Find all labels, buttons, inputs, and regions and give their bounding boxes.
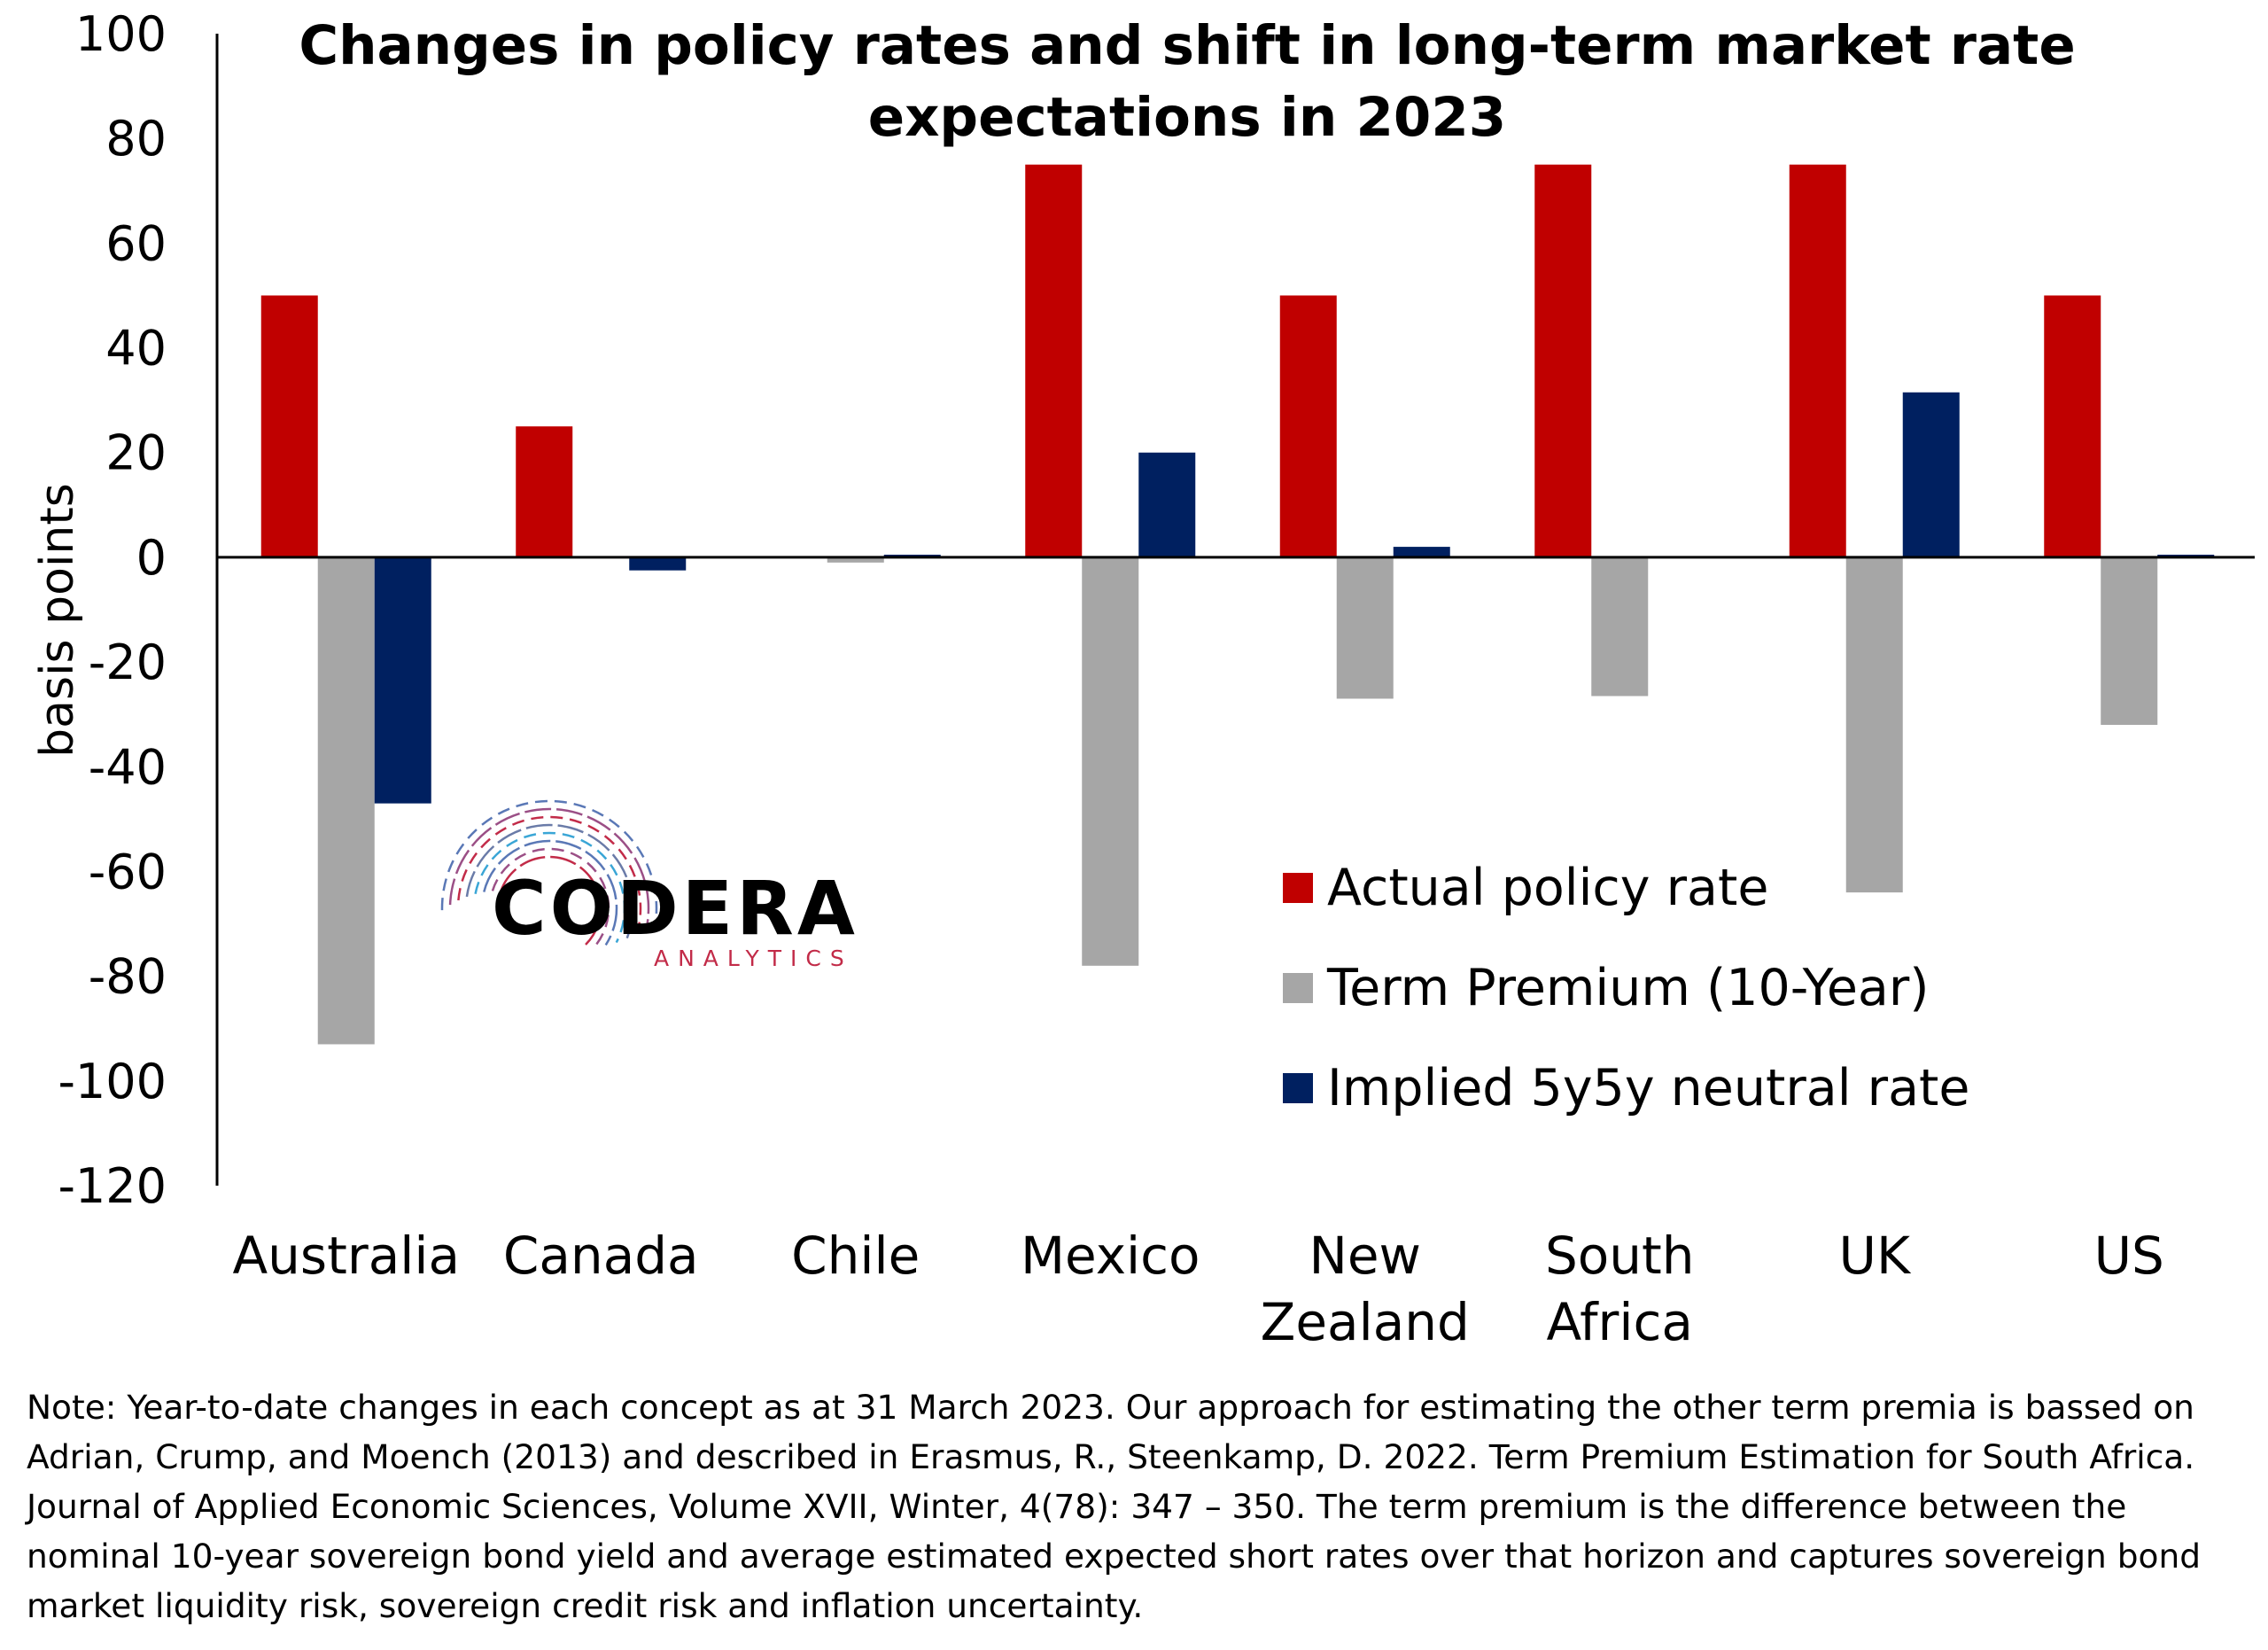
y-tick-label: 100 — [75, 6, 167, 62]
codera-logo-mark — [440, 799, 658, 946]
y-tick-label: -80 — [89, 949, 167, 1005]
bar-actual-policy-rate-canada — [516, 426, 573, 557]
legend-entry: Term Premium (10-Year) — [1326, 959, 1930, 1017]
bar-term-premium-10-year--new-zealand — [1336, 556, 1394, 699]
y-tick-label: -120 — [58, 1158, 167, 1214]
legend-entry: Implied 5y5y neutral rate — [1327, 1059, 1969, 1117]
logo-arc — [474, 831, 626, 944]
x-category-label: Chile — [791, 1226, 920, 1286]
bar-term-premium-10-year--us — [2101, 556, 2158, 725]
bar-actual-policy-rate-australia — [260, 295, 318, 557]
legend-swatch — [1283, 973, 1313, 1003]
y-tick-label: 0 — [136, 530, 167, 586]
y-tick-label: 20 — [105, 425, 167, 481]
bar-term-premium-10-year--chile — [827, 556, 884, 563]
logo-arc — [491, 847, 610, 946]
bar-implied-5y5y-neutral-rate-uk — [1902, 392, 1960, 557]
x-category-label: Australia — [232, 1226, 460, 1286]
x-category-label: New Zealand — [1261, 1226, 1470, 1352]
logo-subtitle: ANALYTICS — [654, 946, 853, 971]
logo-name: CODERA — [492, 865, 858, 952]
legend-swatch — [1283, 873, 1313, 903]
chart-title-line2: expectations in 2023 — [868, 86, 1507, 149]
y-tick-label: -20 — [89, 634, 167, 690]
bar-actual-policy-rate-south-africa — [1534, 164, 1592, 557]
y-tick-label: 60 — [105, 215, 167, 271]
x-category-label: South Africa — [1545, 1226, 1695, 1352]
y-tick-label: -100 — [58, 1054, 167, 1109]
y-tick-label: 40 — [105, 321, 167, 377]
bar-term-premium-10-year--south-africa — [1591, 556, 1649, 697]
codera-logo: CODERA ANALYTICS — [440, 799, 858, 971]
chart: Changes in policy rates and shift in lon… — [31, 6, 2255, 1352]
logo-arc — [457, 815, 642, 932]
logo-arc — [465, 823, 634, 939]
y-axis-label: basis points — [31, 483, 84, 758]
bar-term-premium-10-year--uk — [1845, 556, 1903, 893]
x-category-label: UK — [1839, 1226, 1912, 1286]
y-tick-label: -60 — [89, 844, 167, 899]
x-category-label: Mexico — [1021, 1226, 1200, 1286]
logo-arc — [483, 839, 618, 946]
legend-entry: Actual policy rate — [1327, 859, 1768, 917]
y-tick-label: 80 — [105, 111, 167, 167]
bar-implied-5y5y-neutral-rate-new-zealand — [1393, 547, 1450, 557]
bar-term-premium-10-year--australia — [317, 556, 375, 1045]
x-category-label: US — [2094, 1226, 2164, 1286]
logo-arc — [448, 807, 650, 924]
y-tick-label: -40 — [89, 739, 167, 795]
legend-swatch — [1283, 1073, 1313, 1103]
bar-actual-policy-rate-us — [2044, 295, 2101, 557]
chart-title-line1: Changes in policy rates and shift in lon… — [299, 14, 2075, 77]
bar-actual-policy-rate-mexico — [1025, 164, 1083, 557]
bar-actual-policy-rate-uk — [1789, 164, 1846, 557]
bar-implied-5y5y-neutral-rate-canada — [629, 556, 687, 571]
bar-implied-5y5y-neutral-rate-australia — [374, 556, 431, 804]
x-category-label: Canada — [503, 1226, 699, 1286]
footnote: Note: Year-to-date changes in each conce… — [27, 1388, 2202, 1625]
bar-actual-policy-rate-new-zealand — [1279, 295, 1337, 557]
bar-term-premium-10-year--mexico — [1082, 556, 1139, 966]
bar-implied-5y5y-neutral-rate-mexico — [1138, 452, 1196, 557]
